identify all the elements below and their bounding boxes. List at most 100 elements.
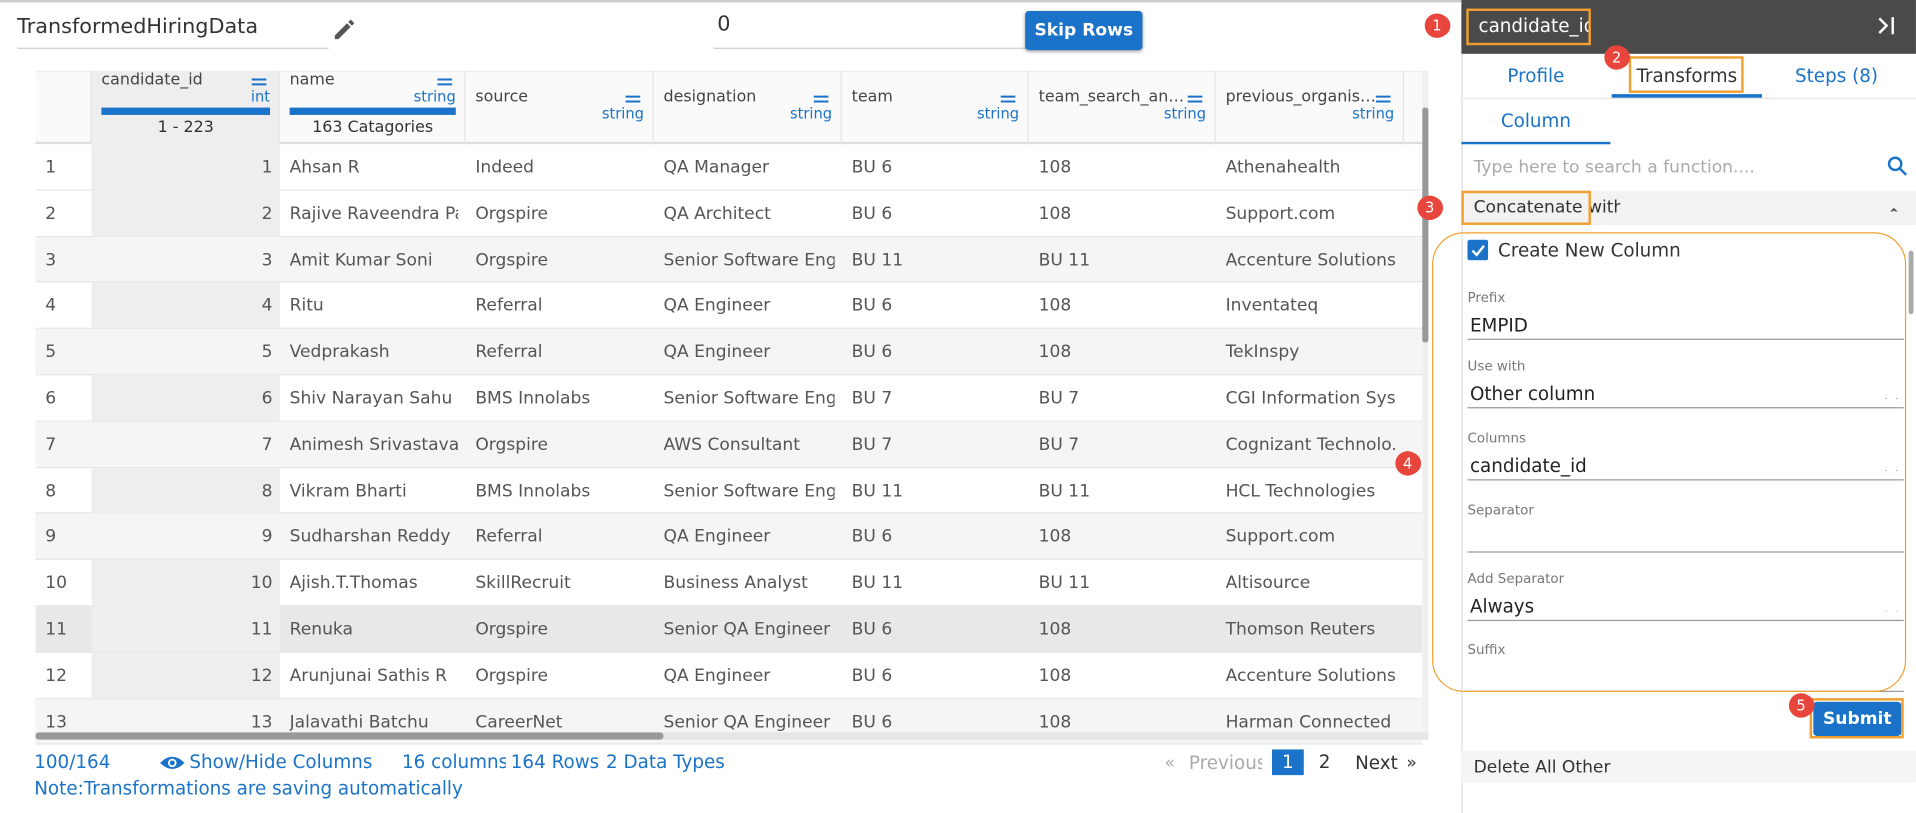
table-cell: Athenahealth xyxy=(1225,157,1341,178)
skip-rows-button[interactable]: Skip Rows xyxy=(1025,11,1143,51)
table-cell: 1 xyxy=(261,157,273,178)
highlight-box xyxy=(1809,698,1904,739)
tab-underline xyxy=(1611,94,1762,98)
field-label: Use with xyxy=(1467,358,1526,375)
table-cell: 4 xyxy=(45,296,57,316)
column-count: 16 columns xyxy=(402,750,506,773)
highlight-box xyxy=(1432,232,1907,692)
table-cell: Referral xyxy=(475,527,543,547)
field-label: Columns xyxy=(1467,430,1526,447)
first-page[interactable]: « xyxy=(1164,753,1175,773)
table-cell: Altisource xyxy=(1225,573,1311,594)
field-input[interactable]: Other column xyxy=(1467,379,1904,409)
submit-button[interactable]: Submit xyxy=(1813,701,1902,737)
table-cell: Vikram Bharti xyxy=(289,481,407,501)
table-cell: 108 xyxy=(1038,712,1072,732)
column-menu[interactable] xyxy=(1375,90,1392,105)
next-page[interactable]: Next xyxy=(1355,751,1398,774)
column-menu-svg xyxy=(251,78,267,86)
table-cell: 9 xyxy=(45,527,57,547)
panel-tab[interactable]: Transforms xyxy=(1636,64,1738,87)
column-subtab[interactable]: Column xyxy=(1500,110,1572,133)
table-cell: 10 xyxy=(250,573,273,594)
column-menu[interactable] xyxy=(250,73,267,88)
table-cell: 13 xyxy=(250,712,273,732)
table-cell: 2 xyxy=(261,203,273,224)
table-cell: Accenture Solutions... xyxy=(1225,666,1397,686)
transform-name[interactable]: Concatenate with... xyxy=(1473,198,1621,218)
column-menu-svg xyxy=(437,78,453,86)
dataset-name[interactable]: TransformedHiringData xyxy=(17,15,329,49)
table-cell: BU 11 xyxy=(851,250,904,270)
search-icon[interactable] xyxy=(1887,155,1909,177)
collapse-chevron-svg xyxy=(1890,207,1898,212)
table-cell: 2 xyxy=(45,203,57,224)
table-cell: Support.com xyxy=(1225,203,1336,224)
checkbox-svg xyxy=(1467,239,1489,261)
data-types: 2 Data Types xyxy=(606,750,725,773)
table-cell: Orgspire xyxy=(475,666,549,686)
table-cell: 10 xyxy=(45,573,67,594)
table-cell: 3 xyxy=(261,250,273,270)
table-cell: Senior Software Eng... xyxy=(663,388,835,409)
table-cell: QA Architect xyxy=(663,203,771,224)
table-cell: HCL Technologies xyxy=(1225,481,1376,501)
column-menu[interactable] xyxy=(813,90,830,105)
column-summary: 163 Catagories xyxy=(312,118,434,137)
column-menu[interactable] xyxy=(624,90,641,105)
next-transform[interactable]: Delete All Other xyxy=(1473,758,1611,778)
column-type: string xyxy=(1352,105,1395,123)
show-hide-columns[interactable]: Show/Hide Columns xyxy=(189,750,373,773)
v-scroll-thumb[interactable] xyxy=(1422,107,1429,343)
column-menu[interactable] xyxy=(1186,90,1203,105)
field-input[interactable]: candidate_id xyxy=(1467,451,1904,481)
column-menu[interactable] xyxy=(436,73,453,88)
page-button[interactable]: 2 xyxy=(1318,750,1331,773)
table-cell: BU 6 xyxy=(851,527,893,547)
cell-bg xyxy=(91,190,280,236)
field-input[interactable]: EMPID xyxy=(1467,311,1904,340)
panel-tab[interactable]: Profile xyxy=(1507,64,1565,87)
cell-bg xyxy=(91,652,280,698)
previous-page[interactable]: Previous xyxy=(1188,751,1263,774)
table-cell: 6 xyxy=(45,388,57,409)
panel-column-name: candidate_id xyxy=(1478,14,1589,37)
checkbox[interactable] xyxy=(1467,239,1489,261)
table-cell: Harman Connected ... xyxy=(1225,712,1397,732)
table-cell: SkillRecruit xyxy=(475,573,571,594)
cell-bg xyxy=(91,144,280,190)
row-count: 100/164 xyxy=(34,750,111,773)
panel-tab[interactable]: Steps (8) xyxy=(1794,64,1879,87)
note: Note:Transformations are saving automati… xyxy=(34,777,463,800)
table-cell: Orgspire xyxy=(475,619,549,640)
last-page[interactable]: » xyxy=(1406,753,1417,773)
edit-icon[interactable] xyxy=(330,17,357,44)
column-menu-svg xyxy=(625,95,641,103)
table-cell: BU 6 xyxy=(851,157,893,178)
skip-rows-input[interactable]: 0 xyxy=(713,12,1027,49)
h-scroll-thumb[interactable] xyxy=(35,732,664,740)
table-cell: Ajish.T.Thomas xyxy=(289,573,418,594)
panel-scroll-thumb xyxy=(1908,250,1914,315)
table-cell: 108 xyxy=(1038,527,1072,547)
table-cell: BU 11 xyxy=(851,481,904,501)
table-cell: Vedprakash xyxy=(289,342,390,363)
field-input[interactable]: Always xyxy=(1467,592,1904,622)
search-input[interactable]: Type here to search a function.... xyxy=(1473,157,1755,178)
transform-row xyxy=(1461,190,1916,225)
eye-icon-svg xyxy=(160,756,185,770)
table-cell: Business Analyst xyxy=(663,573,808,594)
column-menu[interactable] xyxy=(1000,90,1017,105)
create-new-column[interactable]: Create New Column xyxy=(1498,239,1681,262)
page-button[interactable]: 1 xyxy=(1271,749,1304,776)
table-cell: 12 xyxy=(45,666,67,686)
table-cell: Amit Kumar Soni xyxy=(289,250,433,270)
summary-bar xyxy=(289,107,456,115)
collapse-chevron[interactable] xyxy=(1887,199,1902,212)
field-input[interactable] xyxy=(1467,523,1904,553)
table-cell: Ahsan R xyxy=(289,157,360,178)
collapse-icon[interactable] xyxy=(1877,16,1897,36)
h-scroll-track xyxy=(35,732,1429,740)
table-row xyxy=(35,421,1423,468)
eye-icon[interactable] xyxy=(159,753,186,773)
